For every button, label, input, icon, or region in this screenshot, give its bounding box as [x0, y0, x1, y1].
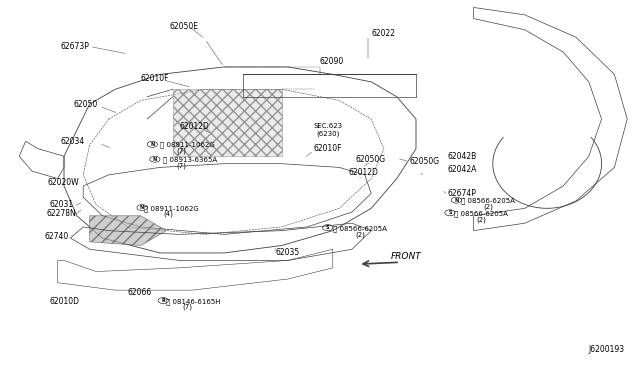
- Text: Ⓝ 08911-1062G: Ⓝ 08911-1062G: [144, 205, 199, 212]
- Text: (7): (7): [182, 304, 193, 310]
- Text: (2): (2): [483, 203, 493, 210]
- Text: Ⓡ 08146-6165H: Ⓡ 08146-6165H: [166, 298, 221, 305]
- Text: 62740: 62740: [45, 232, 69, 241]
- Text: 62010D: 62010D: [50, 297, 80, 306]
- Text: Ⓝ 08566-6205A: Ⓝ 08566-6205A: [461, 198, 515, 204]
- Text: 62010F: 62010F: [141, 74, 170, 83]
- Text: 62010F: 62010F: [314, 144, 342, 153]
- Text: R: R: [161, 298, 165, 303]
- Text: 62042A: 62042A: [448, 165, 477, 174]
- Text: S: S: [448, 210, 452, 215]
- Text: 62022: 62022: [371, 29, 396, 38]
- Text: 62090: 62090: [320, 57, 344, 66]
- Text: 62673P: 62673P: [61, 42, 90, 51]
- Text: 62020W: 62020W: [48, 178, 79, 187]
- Text: Ⓝ 08913-6365A: Ⓝ 08913-6365A: [163, 157, 218, 163]
- Text: 62050G: 62050G: [410, 157, 440, 166]
- Text: 62035: 62035: [275, 248, 300, 257]
- Text: N: N: [153, 157, 157, 162]
- Text: N: N: [150, 142, 154, 147]
- Text: 62050E: 62050E: [170, 22, 198, 31]
- Polygon shape: [173, 89, 282, 156]
- Text: 62042B: 62042B: [448, 152, 477, 161]
- Text: Ⓝ 08911-1062G: Ⓝ 08911-1062G: [160, 142, 215, 148]
- Text: 62674P: 62674P: [448, 189, 477, 198]
- Text: 62050: 62050: [74, 100, 98, 109]
- Text: 62031: 62031: [50, 200, 74, 209]
- Text: 62012D: 62012D: [179, 122, 209, 131]
- Text: FRONT: FRONT: [390, 252, 421, 261]
- Text: (7): (7): [176, 162, 186, 169]
- Text: Ⓢ 08566-6205A: Ⓢ 08566-6205A: [454, 211, 508, 217]
- Text: (4): (4): [163, 211, 173, 217]
- Text: S: S: [326, 225, 330, 230]
- Text: (7): (7): [176, 147, 186, 154]
- Text: N: N: [140, 205, 144, 210]
- Text: 62012D: 62012D: [349, 169, 379, 177]
- Text: 62050G: 62050G: [355, 155, 385, 164]
- Text: 62066: 62066: [128, 288, 152, 296]
- Text: 62278N: 62278N: [46, 209, 76, 218]
- Text: N: N: [454, 198, 458, 203]
- Text: J6200193: J6200193: [589, 345, 625, 354]
- Text: (2): (2): [355, 231, 365, 238]
- Polygon shape: [90, 216, 166, 246]
- Text: (2): (2): [477, 216, 486, 223]
- Text: 62034: 62034: [61, 137, 85, 146]
- Text: Ⓢ 08566-6205A: Ⓢ 08566-6205A: [333, 225, 387, 232]
- Text: (6230): (6230): [317, 131, 340, 137]
- Text: SEC.623: SEC.623: [314, 124, 343, 129]
